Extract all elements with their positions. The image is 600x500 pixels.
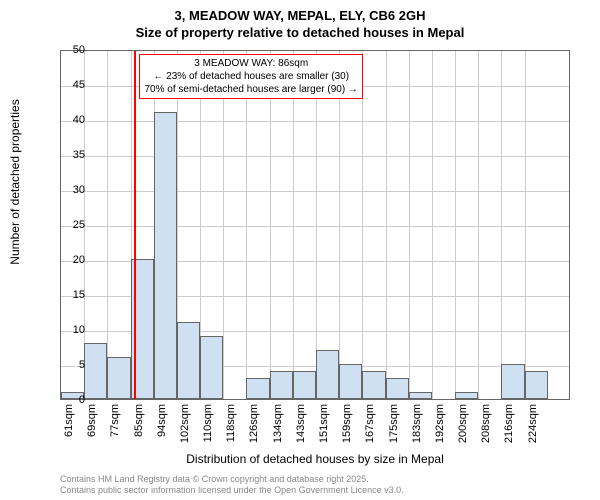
chart-area: 3 MEADOW WAY: 86sqm ← 23% of detached ho… [60, 50, 570, 400]
histogram-bar [339, 364, 362, 399]
x-tick-label: 85sqm [133, 404, 145, 437]
y-tick-label: 30 [55, 184, 85, 196]
x-tick-label: 200sqm [457, 404, 469, 443]
annotation-line1: 3 MEADOW WAY: 86sqm [144, 57, 357, 70]
x-tick-label: 208sqm [480, 404, 492, 443]
grid-line-h [61, 156, 569, 157]
grid-line-v [362, 51, 363, 399]
chart-container: 3, MEADOW WAY, MEPAL, ELY, CB6 2GH Size … [0, 0, 600, 500]
x-tick-label: 167sqm [364, 404, 376, 443]
x-tick-label: 143sqm [295, 404, 307, 443]
x-tick-label: 118sqm [225, 404, 237, 442]
histogram-bar [386, 378, 409, 399]
footer-line2: Contains public sector information licen… [60, 485, 404, 497]
y-tick-label: 40 [55, 114, 85, 126]
footer-line1: Contains HM Land Registry data © Crown c… [60, 474, 404, 486]
histogram-bar [200, 336, 223, 399]
grid-line-v [223, 51, 224, 399]
footer: Contains HM Land Registry data © Crown c… [60, 474, 404, 497]
grid-line-v [525, 51, 526, 399]
x-tick-label: 216sqm [503, 404, 515, 443]
grid-line-v [316, 51, 317, 399]
x-tick-label: 102sqm [179, 404, 191, 443]
chart-title: 3, MEADOW WAY, MEPAL, ELY, CB6 2GH [0, 0, 600, 25]
grid-line-v [409, 51, 410, 399]
y-tick-label: 20 [55, 254, 85, 266]
grid-line-v [270, 51, 271, 399]
grid-line-h [61, 226, 569, 227]
grid-line-h [61, 121, 569, 122]
x-tick-label: 134sqm [272, 404, 284, 443]
histogram-bar [246, 378, 269, 399]
y-axis-label: Number of detached properties [8, 99, 22, 264]
annotation-line2: ← 23% of detached houses are smaller (30… [144, 70, 357, 83]
grid-line-v [455, 51, 456, 399]
histogram-bar [455, 392, 478, 399]
x-tick-label: 94sqm [156, 404, 168, 437]
histogram-bar [154, 112, 177, 399]
x-tick-label: 183sqm [411, 404, 423, 443]
histogram-bar [293, 371, 316, 399]
annotation-line3: 70% of semi-detached houses are larger (… [144, 83, 357, 96]
x-tick-label: 224sqm [527, 404, 539, 443]
highlight-line [134, 51, 136, 399]
y-tick-label: 50 [55, 44, 85, 56]
x-tick-label: 126sqm [248, 404, 260, 443]
histogram-bar [177, 322, 200, 399]
grid-line-v [339, 51, 340, 399]
x-tick-label: 110sqm [202, 404, 214, 442]
grid-line-v [107, 51, 108, 399]
histogram-bar [84, 343, 107, 399]
histogram-bar [270, 371, 293, 399]
y-tick-label: 5 [55, 359, 85, 371]
x-tick-label: 175sqm [388, 404, 400, 443]
y-tick-label: 35 [55, 149, 85, 161]
y-tick-label: 45 [55, 79, 85, 91]
grid-line-v [246, 51, 247, 399]
grid-line-v [478, 51, 479, 399]
histogram-bar [107, 357, 130, 399]
histogram-bar [525, 371, 548, 399]
x-tick-label: 61sqm [63, 404, 75, 437]
chart-subtitle: Size of property relative to detached ho… [0, 25, 600, 40]
plot-area [60, 50, 570, 400]
x-tick-label: 151sqm [318, 404, 330, 443]
x-tick-label: 159sqm [341, 404, 353, 443]
x-tick-label: 77sqm [109, 404, 121, 437]
grid-line-v [432, 51, 433, 399]
y-tick-label: 15 [55, 289, 85, 301]
x-tick-label: 69sqm [86, 404, 98, 437]
histogram-bar [362, 371, 385, 399]
grid-line-v [386, 51, 387, 399]
x-axis-label: Distribution of detached houses by size … [60, 452, 570, 466]
annotation-box: 3 MEADOW WAY: 86sqm ← 23% of detached ho… [139, 54, 362, 99]
grid-line-v [501, 51, 502, 399]
y-tick-label: 25 [55, 219, 85, 231]
y-tick-label: 10 [55, 324, 85, 336]
grid-line-v [293, 51, 294, 399]
histogram-bar [501, 364, 524, 399]
histogram-bar [409, 392, 432, 399]
grid-line-h [61, 191, 569, 192]
histogram-bar [316, 350, 339, 399]
x-tick-label: 192sqm [434, 404, 446, 443]
